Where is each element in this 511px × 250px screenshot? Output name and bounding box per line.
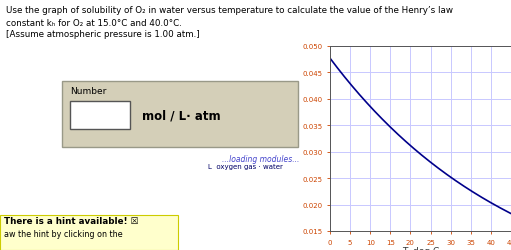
FancyBboxPatch shape — [62, 82, 298, 148]
Text: [Assume atmospheric pressure is 1.00 atm.]: [Assume atmospheric pressure is 1.00 atm… — [6, 30, 200, 39]
Text: aw the hint by clicking on the: aw the hint by clicking on the — [4, 229, 123, 238]
Text: constant kₕ for O₂ at 15.0°C and 40.0°C.: constant kₕ for O₂ at 15.0°C and 40.0°C. — [6, 19, 182, 28]
Text: Use the graph of solubility of O₂ in water versus temperature to calculate the v: Use the graph of solubility of O₂ in wat… — [6, 6, 453, 15]
Text: mol / L· atm: mol / L· atm — [142, 109, 221, 122]
FancyBboxPatch shape — [0, 215, 178, 250]
Text: Number: Number — [70, 87, 106, 96]
Text: There is a hint available! ☒: There is a hint available! ☒ — [4, 216, 138, 225]
Text: ...loading modules...: ...loading modules... — [222, 154, 299, 163]
FancyBboxPatch shape — [70, 102, 130, 130]
X-axis label: T, deg C: T, deg C — [402, 246, 439, 250]
Text: L  oxygen gas · water: L oxygen gas · water — [208, 163, 283, 169]
